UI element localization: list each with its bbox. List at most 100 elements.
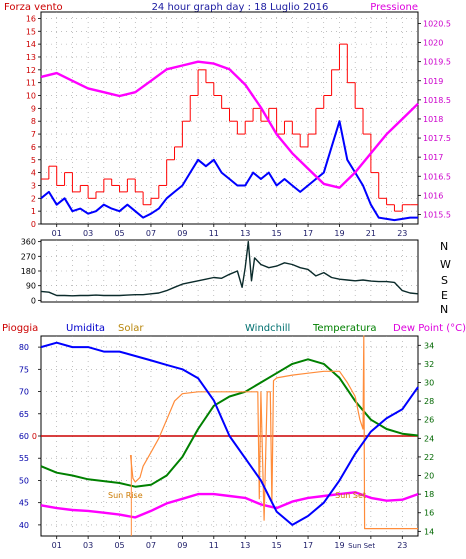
humidity-line [40,341,419,526]
hour-tick-label: 17 [303,229,313,238]
temperature-line [40,358,419,488]
wind-y-tick-label: 16 [26,14,36,23]
hour-tick-label: 01 [52,541,62,550]
compass-e: E [441,289,448,302]
header-left-label: Forza vento [4,2,63,13]
temperature-y-tick-label: 28 [424,397,434,406]
pressure-y-tick-label: 1016 [423,191,443,200]
humidity-y-tick-label: 80 [19,343,29,352]
wind-y-tick-label: 5 [31,156,36,165]
pressure-y-tick-label: 1017 [423,153,443,162]
humidity-y-tick-label: 45 [19,499,29,508]
pressure-line [40,60,419,189]
hour-tick-label: 15 [272,541,282,550]
hour-tick-label: 09 [177,229,187,238]
humidity-y-tick-label: 70 [19,388,29,397]
wind-y-tick-label: 10 [26,92,36,101]
humidity-y-tick-label: 75 [19,365,29,374]
temperature-y-tick-label: 26 [424,416,434,425]
humidity-y-tick-label: 65 [19,410,29,419]
wind-y-tick-label: 6 [31,143,36,152]
hour-tick-label: 23 [397,229,407,238]
hour-tick-label: 23 [397,541,407,550]
hour-tick-label: 19 [334,229,344,238]
pressure-y-tick-label: 1019 [423,77,443,86]
direction-y-tick-label: 270 [21,252,36,261]
header-center-title: 24 hour graph day : 18 Luglio 2016 [152,2,329,13]
sun-set-hour-label: Sun Set [348,542,375,550]
pressure-y-tick-label: 1017.5 [423,134,451,143]
pressure-y-tick-label: 1020.5 [423,19,451,28]
axis-labels-layer: 0123456789101112131415161015.510161016.5… [19,14,451,550]
humidity-y-tick-label: 50 [19,476,29,485]
direction-y-tick-label: 0 [31,296,36,305]
temperature-y-tick-label: 18 [424,490,434,499]
solar-line [129,335,418,530]
direction-y-tick-label: 360 [21,238,36,247]
legend-umidita: Umidita [66,323,105,334]
legend-dewpoint: Dew Point (°C) [393,323,466,334]
hour-tick-label: 11 [209,541,219,550]
sun-rise-label: Sun Rise [108,491,143,500]
wind-y-tick-label: 0 [31,220,36,229]
hour-tick-label: 07 [146,541,156,550]
pressure-y-tick-label: 1015.5 [423,210,451,219]
wind-y-tick-label: 15 [26,27,36,36]
hour-tick-label: 05 [114,541,124,550]
wind-y-tick-label: 1 [31,207,36,216]
wind-y-tick-label: 3 [31,181,36,190]
temperature-y-tick-label: 34 [424,341,434,350]
humidity-y-tick-label: 55 [19,454,29,463]
wind-y-tick-label: 4 [31,169,36,178]
temperature-y-tick-label: 22 [424,453,434,462]
wind-y-tick-label: 8 [31,117,36,126]
series-layer [40,43,419,530]
direction-y-tick-label: 180 [21,267,36,276]
annotation-layer: Sun Rise Sun Set [108,455,366,536]
pressure-y-tick-label: 1018.5 [423,96,451,105]
wind-direction-line [40,240,419,297]
direction-y-tick-label: 90 [26,282,36,291]
hour-tick-label: 11 [209,229,219,238]
pressure-y-tick-label: 1019.5 [423,58,451,67]
wind-y-tick-label: 14 [26,40,36,49]
pressure-y-tick-label: 1020 [423,39,443,48]
legend-pioggia: Pioggia [2,323,38,334]
hour-tick-label: 09 [177,541,187,550]
humidity-y-tick-label: 40 [19,521,29,530]
header-right-label: Pressione [370,2,418,13]
legend-solar: Solar [118,323,144,334]
humidity-y-tick-label: 60 [19,432,29,441]
wind-y-tick-label: 7 [31,130,36,139]
temperature-y-tick-label: 30 [424,379,434,388]
compass-n-bottom: N [440,303,448,316]
hour-tick-label: 13 [240,229,250,238]
compass-w: W [440,258,451,271]
wind-y-tick-label: 11 [26,79,36,88]
hour-tick-label: 15 [272,229,282,238]
pressure-y-tick-label: 1016.5 [423,172,451,181]
hour-tick-label: 05 [114,229,124,238]
wind-y-tick-label: 2 [31,194,36,203]
temperature-y-tick-label: 32 [424,360,434,369]
wind-y-tick-label: 9 [31,104,36,113]
temperature-y-tick-label: 14 [424,527,434,536]
dewpoint-line [40,491,419,519]
hour-tick-label: 03 [83,229,93,238]
legend-windchill: Windchill [245,323,290,334]
hour-tick-label: 17 [303,541,313,550]
temperature-y-tick-label: 16 [424,509,434,518]
rain-zero-label: 0 [32,432,37,441]
hour-tick-label: 13 [240,541,250,550]
hour-tick-label: 03 [83,541,93,550]
hour-tick-label: 07 [146,229,156,238]
pressure-y-tick-label: 1018 [423,115,443,124]
wind-y-tick-label: 12 [26,66,36,75]
wind-y-tick-label: 13 [26,53,36,62]
legend-temperatura: Temperatura [312,323,377,334]
temperature-y-tick-label: 20 [424,472,434,481]
hour-tick-label: 19 [334,541,344,550]
hour-tick-label: 01 [52,229,62,238]
